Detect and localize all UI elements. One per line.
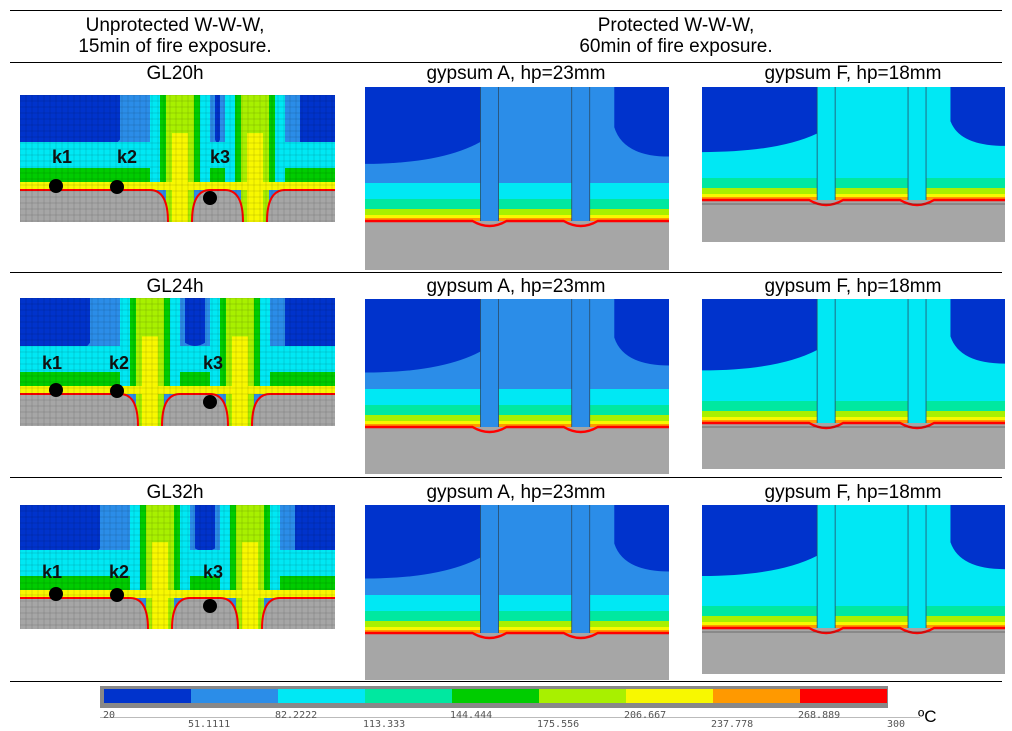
header-unprotected-line2: 15min of fire exposure. [78,36,272,57]
legend-tick-2: 82.2222 [275,710,318,721]
measure-point-marker-1 [49,179,63,193]
row1-k1-label: k1 [52,147,73,167]
measure-point-marker-3 [203,191,217,205]
row1-k3-label: k3 [210,147,231,167]
legend-tick-9: 300 [887,719,906,730]
row2-label: GL24h [146,276,204,297]
legend-swatch-7 [713,689,800,703]
row2-gypsum-a-plot [365,299,669,474]
row1-unprotected-plot [20,95,335,222]
row2-k2-label: k2 [109,353,130,373]
legend-swatch-4 [452,689,539,703]
row3-gypsum-f-plot [702,505,1005,674]
legend-swatch-8 [800,689,887,703]
legend-tick-0: 20 [103,710,116,721]
row1-gypsum-a-plot [365,87,669,270]
measure-point-marker-2 [110,588,124,602]
header-protected: Protected W-W-W, 60min of fire exposure. [350,15,1002,57]
row3-k3-label: k3 [203,562,224,582]
measure-point-marker-3 [203,599,217,613]
measure-point-marker-1 [49,587,63,601]
row3-gypsum-a-label: gypsum A, hp=23mm [426,482,606,503]
legend-tick-3: 113.333 [363,719,406,730]
row2-k3-label: k3 [203,353,224,373]
header-rule [10,62,1002,63]
row2-k1-label: k1 [42,353,63,373]
legend-tick-1: 51.1111 [188,719,231,730]
header-unprotected: Unprotected W-W-W, 15min of fire exposur… [10,15,340,57]
legend-swatch-2 [278,689,365,703]
legend-swatch-1 [191,689,278,703]
legend-swatch-5 [539,689,626,703]
header-protected-line2: 60min of fire exposure. [579,36,773,57]
measure-point-marker-3 [203,395,217,409]
legend-tick-5: 175.556 [537,719,580,730]
temperature-legend [100,686,888,708]
row1-k2-label: k2 [117,147,138,167]
row2-gypsum-f-label: gypsum F, hp=18mm [764,276,942,297]
measure-point-marker-1 [49,383,63,397]
legend-axis-line [100,717,920,718]
row3-unprotected-plot [20,505,335,629]
row-rule-2 [10,477,1002,478]
row3-gypsum-f-label: gypsum F, hp=18mm [764,482,942,503]
legend-swatch-6 [626,689,713,703]
row-rule-1 [10,272,1002,273]
row2-gypsum-f-plot [702,299,1005,469]
row1-label: GL20h [146,63,204,84]
bottom-rule [10,681,1002,682]
row3-k2-label: k2 [109,562,130,582]
row3-k1-label: k1 [42,562,63,582]
row1-gypsum-f-label: gypsum F, hp=18mm [764,63,942,84]
legend-tick-6: 206.667 [624,710,667,721]
row2-gypsum-a-label: gypsum A, hp=23mm [426,276,606,297]
row3-gypsum-a-plot [365,505,669,680]
measure-point-marker-2 [110,180,124,194]
legend-swatch-0 [104,689,191,703]
measure-point-marker-2 [110,384,124,398]
legend-unit: ºC [918,707,937,726]
header-protected-line1: Protected W-W-W, [597,15,755,36]
legend-tick-7: 237.778 [711,719,754,730]
row1-gypsum-a-label: gypsum A, hp=23mm [426,63,606,84]
header-unprotected-line1: Unprotected W-W-W, [85,15,265,36]
row2-unprotected-plot [20,298,335,426]
legend-swatch-3 [365,689,452,703]
row3-label: GL32h [146,482,204,503]
legend-tick-8: 268.889 [798,710,841,721]
top-rule [10,10,1002,11]
row1-gypsum-f-plot [702,87,1005,242]
legend-tick-4: 144.444 [450,710,493,721]
